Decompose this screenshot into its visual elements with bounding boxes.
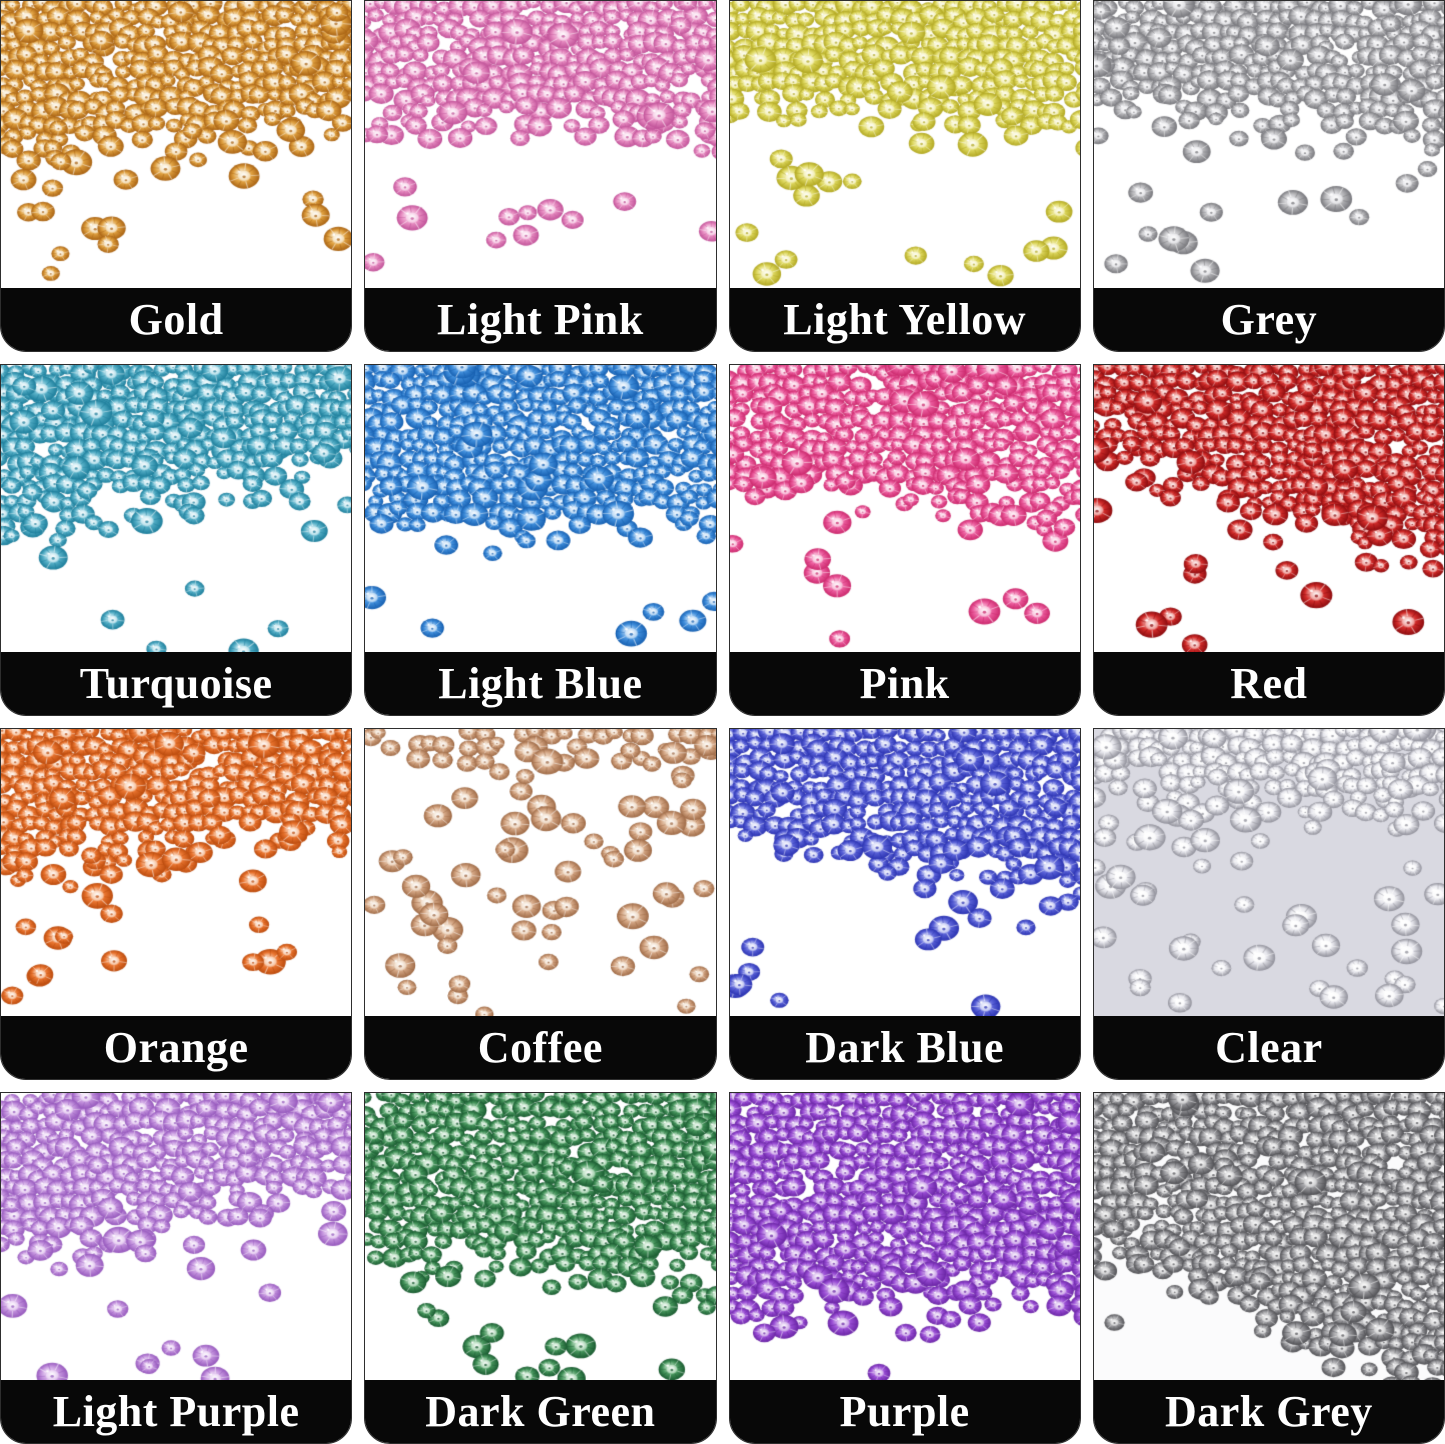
gem-scatter-canvas-dark-green [365,1093,716,1380]
tile-dark-green: Dark Green [364,1092,717,1444]
gem-photo-purple [729,1093,1080,1380]
gem-photo-coffee [365,729,716,1016]
gem-scatter-canvas-turquoise [1,365,352,652]
gem-photo-light-yellow [729,1,1080,288]
tile-turquoise: Turquoise [0,364,353,716]
tile-light-blue: Light Blue [364,364,717,716]
gem-scatter-canvas-light-purple [1,1093,352,1380]
gem-scatter-canvas-orange [1,729,352,1016]
tile-gold: Gold [0,0,353,352]
gem-photo-red [1093,365,1444,652]
gem-photo-light-purple [1,1093,352,1380]
gem-photo-light-blue [365,365,716,652]
color-label-dark-blue: Dark Blue [729,1016,1080,1079]
gem-photo-turquoise [1,365,352,652]
tile-clear: Clear [1092,728,1445,1080]
tile-orange: Orange [0,728,353,1080]
gem-scatter-canvas-dark-blue [729,729,1080,1016]
gem-scatter-canvas-grey [1093,1,1444,288]
gem-photo-dark-green [365,1093,716,1380]
gem-scatter-canvas-dark-grey [1093,1093,1444,1380]
gem-photo-light-pink [365,1,716,288]
tile-light-purple: Light Purple [0,1092,353,1444]
gem-scatter-canvas-purple [729,1093,1080,1380]
gem-scatter-canvas-light-blue [365,365,716,652]
gem-photo-clear [1093,729,1444,1016]
color-label-grey: Grey [1093,288,1444,351]
tile-light-pink: Light Pink [364,0,717,352]
color-label-pink: Pink [729,652,1080,715]
gem-scatter-canvas-coffee [365,729,716,1016]
tile-coffee: Coffee [364,728,717,1080]
color-label-orange: Orange [1,1016,352,1079]
color-label-gold: Gold [1,288,352,351]
gem-photo-dark-grey [1093,1093,1444,1380]
color-label-red: Red [1093,652,1444,715]
color-label-light-blue: Light Blue [365,652,716,715]
color-label-dark-green: Dark Green [365,1380,716,1443]
gem-scatter-canvas-clear [1093,729,1444,1016]
tile-grey: Grey [1092,0,1445,352]
gem-photo-orange [1,729,352,1016]
gem-photo-pink [729,365,1080,652]
gem-photo-dark-blue [729,729,1080,1016]
gem-photo-grey [1093,1,1444,288]
color-label-clear: Clear [1093,1016,1444,1079]
tile-light-yellow: Light Yellow [728,0,1081,352]
gem-photo-gold [1,1,352,288]
gem-scatter-canvas-gold [1,1,352,288]
color-label-dark-grey: Dark Grey [1093,1380,1444,1443]
color-label-light-pink: Light Pink [365,288,716,351]
color-label-light-yellow: Light Yellow [729,288,1080,351]
tile-purple: Purple [728,1092,1081,1444]
color-label-light-purple: Light Purple [1,1380,352,1443]
tile-dark-blue: Dark Blue [728,728,1081,1080]
tile-red: Red [1092,364,1445,716]
gem-scatter-canvas-light-yellow [729,1,1080,288]
color-label-turquoise: Turquoise [1,652,352,715]
gem-scatter-canvas-light-pink [365,1,716,288]
gem-scatter-canvas-red [1093,365,1444,652]
tile-pink: Pink [728,364,1081,716]
gem-scatter-canvas-pink [729,365,1080,652]
color-label-purple: Purple [729,1380,1080,1443]
color-label-coffee: Coffee [365,1016,716,1079]
tile-dark-grey: Dark Grey [1092,1092,1445,1444]
